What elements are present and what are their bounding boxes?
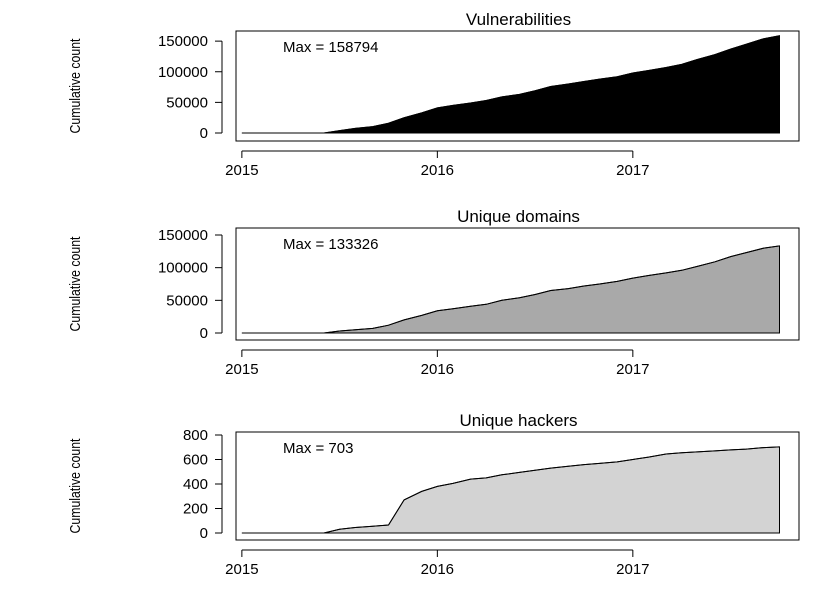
panel-3-area (241, 446, 780, 534)
panel-2-y-tick-label: 50000 (166, 292, 208, 309)
panel-3-title: Unique hackers (459, 411, 577, 430)
panel-2-y-axis-label: Cumulative count (67, 236, 83, 331)
panel-1-x-tick-label: 2017 (616, 162, 649, 179)
panel-3-y-tick-label: 600 (183, 452, 208, 469)
panel-1-y-tick-label: 0 (200, 125, 208, 142)
panel-3-x-tick-label: 2016 (421, 561, 454, 578)
panel-1-y-tick-label: 150000 (158, 33, 208, 50)
panel-2-x-tick-label: 2015 (225, 361, 258, 378)
panel-3-plot-frame (235, 431, 800, 541)
panel-2-x-tick-label: 2016 (421, 361, 454, 378)
panel-1-annotation: Max = 158794 (283, 39, 379, 56)
panel-3-annotation: Max = 703 (283, 440, 353, 457)
panel-3-y-tick-label: 0 (200, 525, 208, 542)
panel-2-y-tick-label: 100000 (158, 260, 208, 277)
panel-2-area (241, 245, 780, 334)
panel-3-series-line (241, 446, 780, 534)
panel-2-x-tick-label: 2017 (616, 361, 649, 378)
panel-3-y-tick-label: 200 (183, 501, 208, 518)
panel-3-y-tick-label: 800 (183, 427, 208, 444)
panel-2-y-tick-label: 150000 (158, 227, 208, 244)
panel-2-y-tick-label: 0 (200, 325, 208, 342)
panel-3-x-tick-label: 2015 (225, 561, 258, 578)
panel-3-y-tick-label: 400 (183, 476, 208, 493)
panel-1-x-tick-label: 2015 (225, 162, 258, 179)
panel-2-plot-frame (235, 227, 800, 341)
panel-1-title: Vulnerabilities (466, 10, 571, 29)
panel-1-x-tick-label: 2016 (421, 162, 454, 179)
panel-2-annotation: Max = 133326 (283, 236, 379, 253)
panel-3-y-axis-label: Cumulative count (67, 438, 83, 533)
panel-2-series-line (241, 245, 780, 334)
panel-3-x-tick-label: 2017 (616, 561, 649, 578)
panel-2-title: Unique domains (457, 207, 580, 226)
panel-1-y-tick-label: 100000 (158, 64, 208, 81)
panel-1-series-line (241, 35, 780, 134)
panel-1-y-axis-label: Cumulative count (67, 38, 83, 133)
panel-1-y-tick-label: 50000 (166, 94, 208, 111)
panel-1-plot-frame (235, 30, 800, 142)
